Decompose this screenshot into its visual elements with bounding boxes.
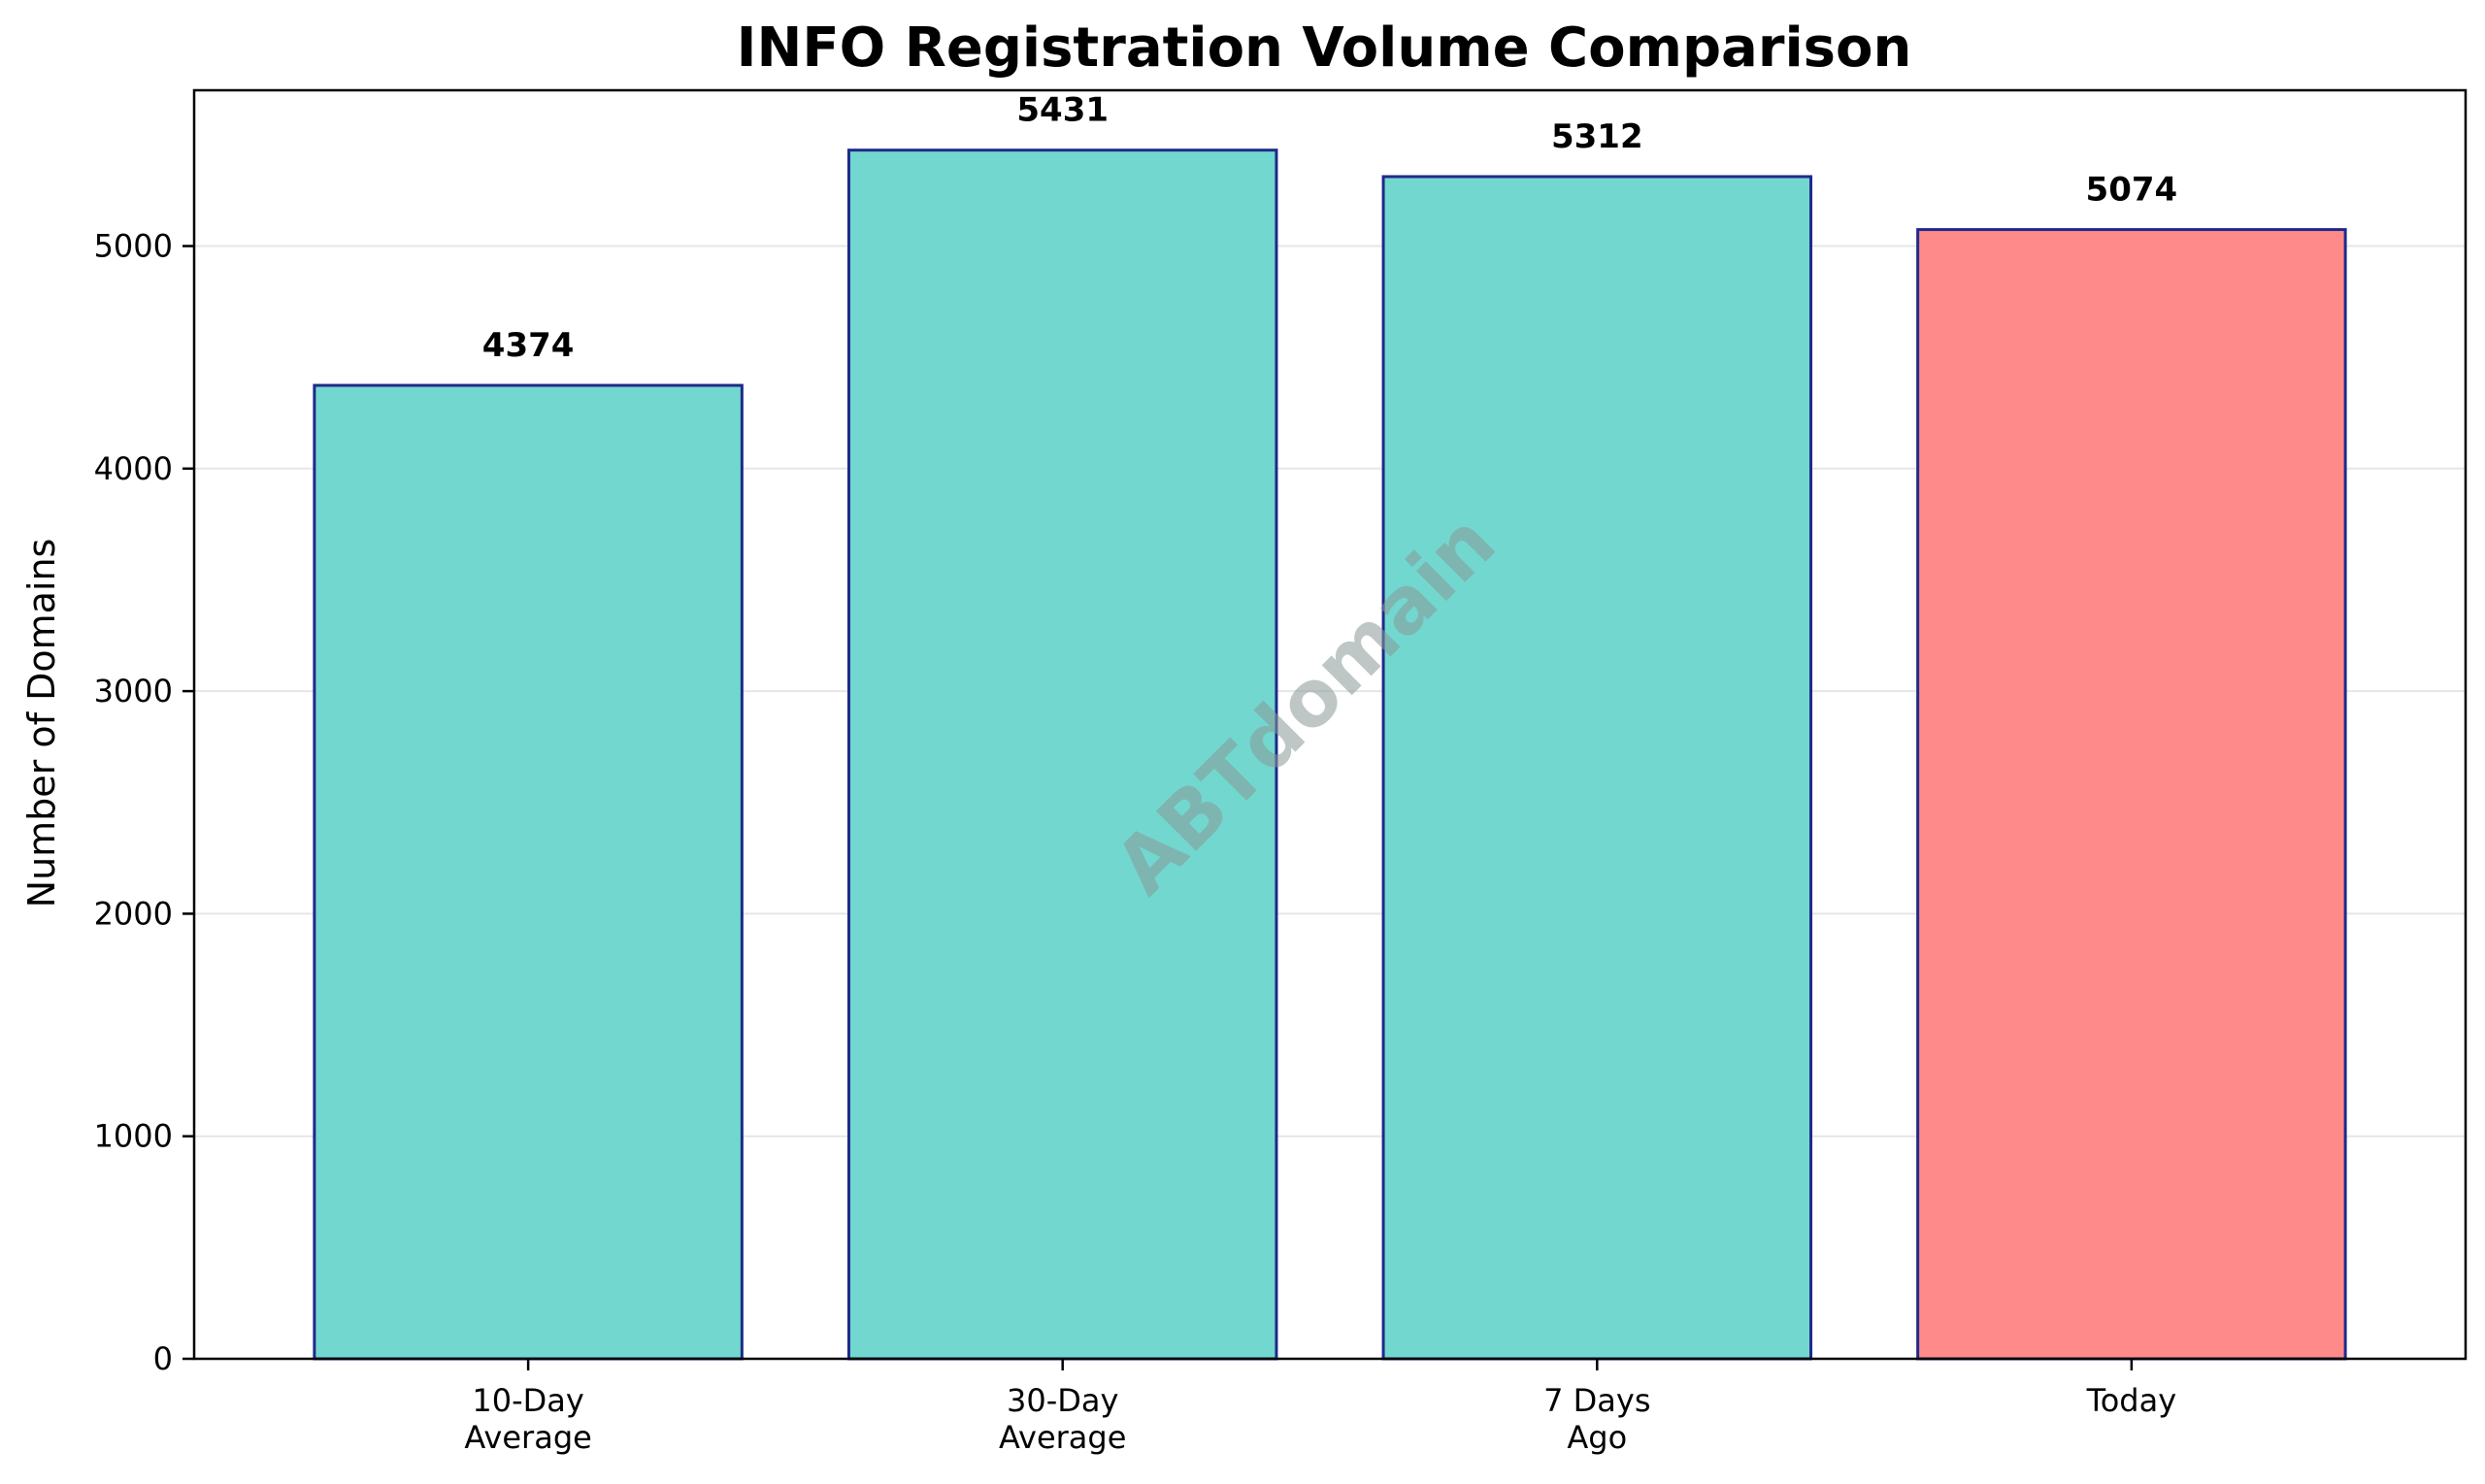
axes (182, 88, 2468, 1370)
bar-value-label: 5312 (1551, 117, 1643, 156)
chart-title: INFO Registration Volume Comparison (737, 16, 1912, 80)
bars (313, 148, 2347, 1361)
bar-value-label: 5431 (1016, 91, 1109, 130)
y-axis-title: Number of Domains (20, 539, 63, 908)
bar (1381, 175, 1813, 1361)
bar (1916, 228, 2347, 1361)
y-tick-label: 2000 (94, 895, 173, 932)
y-tick-label: 3000 (94, 673, 173, 709)
x-tick-label-line: Ago (1567, 1419, 1627, 1456)
x-tick-label: 30-Day Average (999, 1382, 1126, 1456)
plot-frame (192, 88, 2468, 1361)
y-tick-label: 0 (153, 1340, 173, 1377)
x-tick-label-line: 30-Day (1007, 1382, 1118, 1419)
x-tick-label-line: 10-Day (472, 1382, 583, 1419)
y-tick-label: 5000 (94, 228, 173, 265)
x-tick-label-line: Average (999, 1419, 1126, 1456)
y-tick-label: 1000 (94, 1118, 173, 1155)
bar (313, 383, 744, 1361)
x-tick-label: 7 Days Ago (1543, 1382, 1650, 1456)
x-tick-label-line: 7 Days (1543, 1382, 1650, 1419)
y-tick-label: 4000 (94, 450, 173, 487)
x-tick-label: 10-Day Average (464, 1382, 591, 1456)
x-tick-label-line: Average (464, 1419, 591, 1456)
x-tick-label-line: Today (2086, 1382, 2177, 1419)
bar (846, 148, 1278, 1361)
bar-value-label: 4374 (482, 326, 575, 365)
x-tick-label: Today (2086, 1382, 2177, 1419)
bar-value-label: 5074 (2086, 171, 2178, 210)
